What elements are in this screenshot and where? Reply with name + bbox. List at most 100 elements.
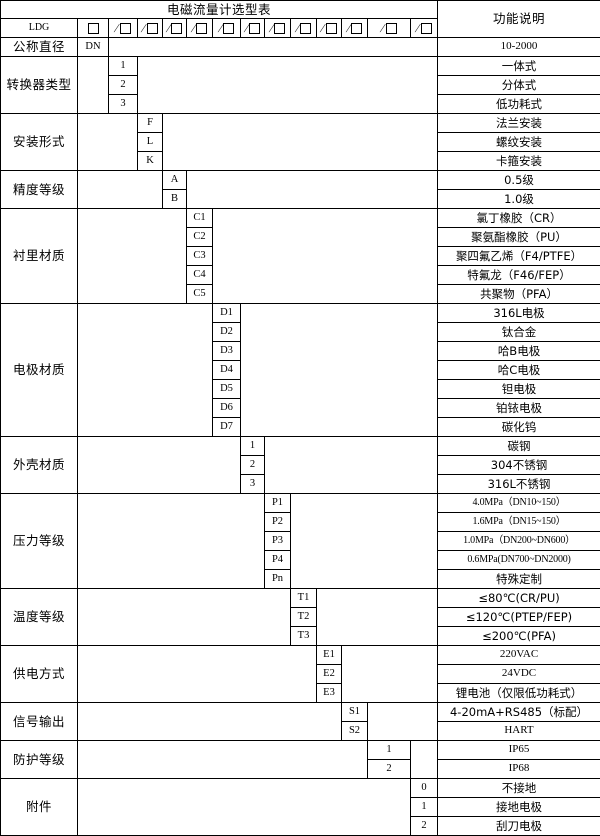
option-description-12-2: IP68 bbox=[438, 760, 600, 779]
option-code-6-7[interactable]: D7 bbox=[213, 418, 241, 437]
spacer-left-11 bbox=[78, 703, 342, 741]
option-code-4-1[interactable]: A bbox=[163, 171, 187, 190]
option-code-2-2[interactable]: 2 bbox=[109, 76, 138, 95]
option-code-8-5[interactable]: Pn bbox=[265, 570, 291, 589]
option-code-11-1[interactable]: S1 bbox=[342, 703, 368, 722]
option-description-7-2: 304不锈钢 bbox=[438, 456, 600, 475]
slot-box-5[interactable]: / bbox=[187, 19, 213, 38]
option-description-9-2: ≤120℃(PTEP/FEP) bbox=[438, 608, 600, 627]
category-label-13: 附件 bbox=[1, 779, 78, 836]
option-description-6-5: 钽电极 bbox=[438, 380, 600, 399]
option-description-5-4: 特氟龙（F46/FEP） bbox=[438, 266, 600, 285]
option-code-7-3[interactable]: 3 bbox=[241, 475, 265, 494]
option-code-12-2[interactable]: 2 bbox=[368, 760, 411, 779]
category-label-12: 防护等级 bbox=[1, 741, 78, 779]
category-label-9: 温度等级 bbox=[1, 589, 78, 646]
option-code-6-4[interactable]: D4 bbox=[213, 361, 241, 380]
slot-box-1[interactable] bbox=[78, 19, 109, 38]
checkbox-icon bbox=[274, 23, 285, 34]
option-code-13-1[interactable]: 0 bbox=[411, 779, 438, 798]
option-code-4-2[interactable]: B bbox=[163, 190, 187, 209]
spacer-left-5 bbox=[78, 209, 187, 304]
option-description-10-3: 锂电池（仅限低功耗式） bbox=[438, 684, 600, 703]
slot-box-2[interactable]: / bbox=[109, 19, 138, 38]
option-code-6-3[interactable]: D3 bbox=[213, 342, 241, 361]
option-description-13-1: 不接地 bbox=[438, 779, 600, 798]
option-code-3-2[interactable]: L bbox=[138, 133, 163, 152]
option-code-7-1[interactable]: 1 bbox=[241, 437, 265, 456]
option-description-7-3: 316L不锈钢 bbox=[438, 475, 600, 494]
option-description-5-3: 聚四氟乙烯（F4/PTFE） bbox=[438, 247, 600, 266]
option-code-2-3[interactable]: 3 bbox=[109, 95, 138, 114]
checkbox-icon bbox=[223, 23, 234, 34]
option-code-8-2[interactable]: P2 bbox=[265, 513, 291, 532]
option-description-8-4: 0.6MPa(DN700~DN2000) bbox=[438, 551, 600, 570]
option-code-9-3[interactable]: T3 bbox=[291, 627, 317, 646]
spacer-right-1 bbox=[109, 38, 438, 57]
option-description-6-1: 316L电极 bbox=[438, 304, 600, 323]
slot-box-7[interactable]: / bbox=[241, 19, 265, 38]
option-description-9-1: ≤80℃(CR/PU) bbox=[438, 589, 600, 608]
checkbox-icon bbox=[196, 23, 207, 34]
spacer-right-2 bbox=[138, 57, 438, 114]
option-code-6-6[interactable]: D6 bbox=[213, 399, 241, 418]
slot-box-10[interactable]: / bbox=[317, 19, 342, 38]
category-label-10: 供电方式 bbox=[1, 646, 78, 703]
slot-box-11[interactable]: / bbox=[342, 19, 368, 38]
slot-box-8[interactable]: / bbox=[265, 19, 291, 38]
option-code-11-2[interactable]: S2 bbox=[342, 722, 368, 741]
option-code-10-3[interactable]: E3 bbox=[317, 684, 342, 703]
option-code-10-2[interactable]: E2 bbox=[317, 665, 342, 684]
option-code-5-3[interactable]: C3 bbox=[187, 247, 213, 266]
option-description-5-5: 共聚物（PFA） bbox=[438, 285, 600, 304]
table-title: 电磁流量计选型表 bbox=[1, 1, 438, 19]
slot-box-3[interactable]: / bbox=[138, 19, 163, 38]
option-description-9-3: ≤200℃(PFA) bbox=[438, 627, 600, 646]
spacer-left-6 bbox=[78, 304, 213, 437]
option-code-6-5[interactable]: D5 bbox=[213, 380, 241, 399]
option-code-8-3[interactable]: P3 bbox=[265, 532, 291, 551]
spacer-right-9 bbox=[317, 589, 438, 646]
option-code-5-5[interactable]: C5 bbox=[187, 285, 213, 304]
option-code-9-2[interactable]: T2 bbox=[291, 608, 317, 627]
option-code-7-2[interactable]: 2 bbox=[241, 456, 265, 475]
option-code-5-1[interactable]: C1 bbox=[187, 209, 213, 228]
option-code-13-3[interactable]: 2 bbox=[411, 817, 438, 836]
spacer-left-8 bbox=[78, 494, 265, 589]
option-code-10-1[interactable]: E1 bbox=[317, 646, 342, 665]
option-code-8-1[interactable]: P1 bbox=[265, 494, 291, 513]
option-code-6-2[interactable]: D2 bbox=[213, 323, 241, 342]
option-code-6-1[interactable]: D1 bbox=[213, 304, 241, 323]
spacer-right-3 bbox=[163, 114, 438, 171]
checkbox-icon bbox=[386, 23, 397, 34]
option-code-2-1[interactable]: 1 bbox=[109, 57, 138, 76]
slot-box-9[interactable]: / bbox=[291, 19, 317, 38]
option-code-1-1[interactable]: DN bbox=[78, 38, 109, 57]
option-code-9-1[interactable]: T1 bbox=[291, 589, 317, 608]
option-code-8-4[interactable]: P4 bbox=[265, 551, 291, 570]
slot-box-6[interactable]: / bbox=[213, 19, 241, 38]
slot-box-13[interactable]: / bbox=[411, 19, 438, 38]
option-code-3-1[interactable]: F bbox=[138, 114, 163, 133]
spacer-right-10 bbox=[342, 646, 438, 703]
slot-box-4[interactable]: / bbox=[163, 19, 187, 38]
option-code-3-3[interactable]: K bbox=[138, 152, 163, 171]
option-description-6-3: 哈B电极 bbox=[438, 342, 600, 361]
option-description-5-2: 聚氨酯橡胶（PU） bbox=[438, 228, 600, 247]
option-code-5-2[interactable]: C2 bbox=[187, 228, 213, 247]
spacer-left-10 bbox=[78, 646, 317, 703]
option-code-12-1[interactable]: 1 bbox=[368, 741, 411, 760]
option-code-5-4[interactable]: C4 bbox=[187, 266, 213, 285]
slot-box-12[interactable]: / bbox=[368, 19, 411, 38]
option-description-4-2: 1.0级 bbox=[438, 190, 600, 209]
option-code-13-2[interactable]: 1 bbox=[411, 798, 438, 817]
title-row: 电磁流量计选型表功能说明 bbox=[1, 1, 600, 19]
option-description-3-2: 螺纹安装 bbox=[438, 133, 600, 152]
